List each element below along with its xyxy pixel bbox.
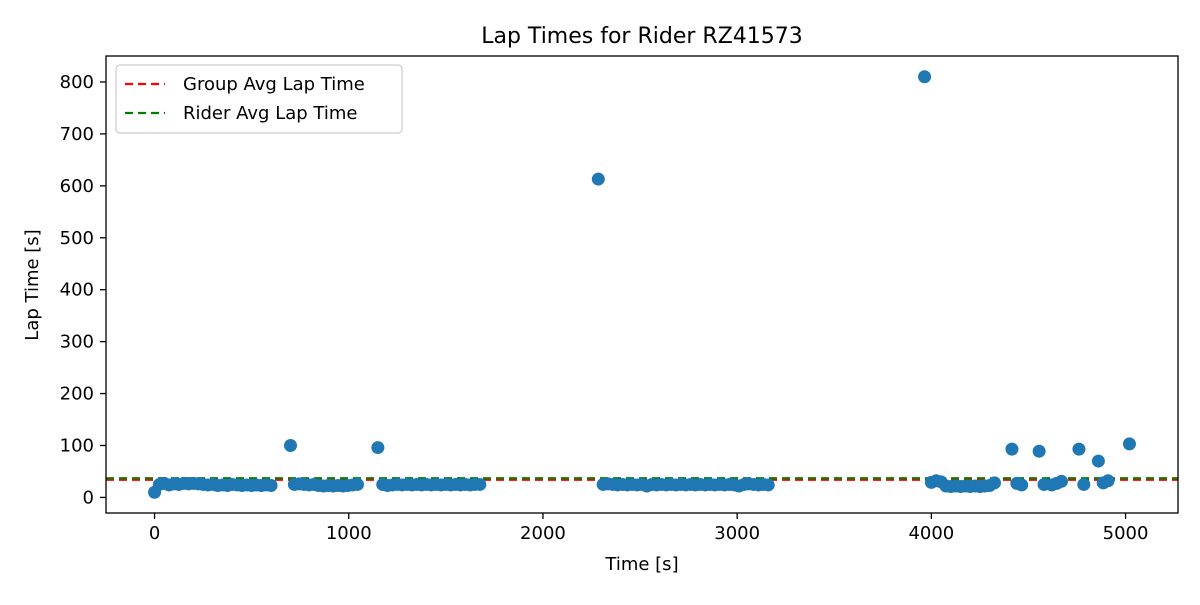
data-point	[1032, 444, 1046, 458]
x-axis-label: Time [s]	[604, 554, 678, 575]
legend-box	[115, 64, 403, 134]
y-tick-label: 0	[83, 487, 94, 508]
chart-title: Lap Times for Rider RZ41573	[481, 24, 803, 49]
y-tick-label: 200	[60, 384, 94, 405]
data-point	[1101, 474, 1115, 488]
y-tick-label: 700	[60, 124, 94, 145]
axes: 0 1000 2000 3000 4000 5000 0 100 200 300 400 500 600…	[60, 55, 1179, 544]
data-point	[473, 477, 487, 491]
data-point	[1091, 454, 1105, 468]
x-tick-label: 4000	[908, 523, 954, 544]
legend-label: Rider Avg Lap Time	[183, 103, 357, 124]
data-point	[350, 477, 364, 491]
legend: Group Avg Lap Time Rider Avg Lap Time	[115, 64, 403, 134]
data-point	[1122, 437, 1136, 451]
data-points	[148, 70, 1136, 499]
data-point	[918, 70, 932, 84]
y-tick-label: 800	[60, 72, 94, 93]
y-tick-label: 300	[60, 332, 94, 353]
data-point	[1054, 474, 1068, 488]
data-point	[1005, 442, 1019, 456]
y-axis-label: Lap Time [s]	[22, 229, 43, 340]
x-tick-label: 1000	[326, 523, 372, 544]
y-tick-label: 400	[60, 280, 94, 301]
data-point	[987, 476, 1001, 490]
data-point	[1077, 477, 1091, 491]
x-tick-label: 5000	[1103, 523, 1149, 544]
y-tick-label: 100	[60, 435, 94, 456]
data-point	[1072, 442, 1086, 456]
x-tick-label: 3000	[714, 523, 760, 544]
x-tick-label: 2000	[520, 523, 566, 544]
legend-label: Group Avg Lap Time	[183, 74, 365, 95]
x-tick-label: 0	[149, 523, 160, 544]
y-tick-label: 500	[60, 228, 94, 249]
y-tick-label: 600	[60, 176, 94, 197]
data-point	[264, 478, 278, 492]
plot-frame	[105, 55, 1179, 514]
data-point	[283, 438, 297, 452]
data-point	[371, 441, 385, 455]
data-point	[761, 478, 775, 492]
data-point	[591, 172, 605, 186]
data-point	[1015, 478, 1029, 492]
